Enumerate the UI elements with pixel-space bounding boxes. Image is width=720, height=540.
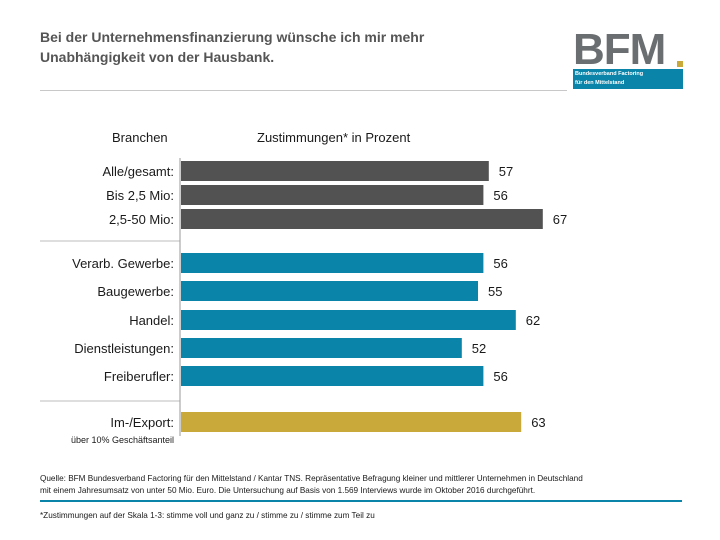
bar — [181, 366, 484, 386]
category-label: Freiberufler: — [104, 369, 174, 384]
category-sublabel: über 10% Geschäftsanteil — [71, 435, 174, 445]
source-text: Quelle: BFM Bundesverband Factoring für … — [40, 473, 583, 497]
header-branchen: Branchen — [112, 130, 168, 145]
value-label: 57 — [499, 164, 513, 179]
bar — [181, 310, 516, 330]
footnote: *Zustimmungen auf der Skala 1-3: stimme … — [40, 511, 375, 520]
value-label: 63 — [531, 415, 545, 430]
title-line-2: Unabhängigkeit von der Hausbank. — [40, 49, 275, 65]
value-label: 62 — [526, 313, 540, 328]
chart-title: Bei der Unternehmensfinanzierung wünsche… — [40, 27, 520, 67]
title-line-1: Bei der Unternehmensfinanzierung wünsche… — [40, 29, 425, 45]
value-label: 67 — [553, 212, 567, 227]
value-label: 52 — [472, 341, 486, 356]
bar — [181, 253, 484, 273]
category-label: Dienstleistungen: — [74, 341, 174, 356]
category-label: Verarb. Gewerbe: — [72, 256, 174, 271]
category-label: Im-/Export: — [110, 415, 174, 430]
value-label: 56 — [493, 369, 507, 384]
logo-wordmark: BFM — [573, 25, 666, 74]
value-label: 55 — [488, 284, 502, 299]
category-label: 2,5-50 Mio: — [109, 212, 174, 227]
footer-divider — [40, 500, 682, 502]
category-label: Handel: — [129, 313, 174, 328]
bar — [181, 338, 462, 358]
source-line-1: Quelle: BFM Bundesverband Factoring für … — [40, 474, 583, 483]
value-label: 56 — [493, 188, 507, 203]
bar — [181, 209, 543, 229]
category-label: Alle/gesamt: — [102, 164, 174, 179]
logo-line-1: Bundesverband Factoring — [575, 71, 644, 77]
logo-line-2: für den Mittelstand — [575, 80, 625, 86]
bar-chart: Alle/gesamt: 57 Bis 2,5 Mio: 56 2,5-50 Mio: 6… — [40, 158, 567, 445]
bar — [181, 185, 484, 205]
category-label: Baugewerbe: — [97, 284, 174, 299]
bar — [181, 281, 478, 301]
source-line-2: mit einem Jahresumsatz von unter 50 Mio.… — [40, 486, 536, 495]
bar — [181, 412, 522, 432]
header-divider — [40, 90, 567, 91]
value-label: 56 — [493, 256, 507, 271]
bar — [181, 161, 489, 181]
logo-band: Bundesverband Factoring für den Mittelst… — [573, 69, 683, 89]
category-label: Bis 2,5 Mio: — [106, 188, 174, 203]
logo-dot — [677, 61, 683, 67]
bfm-logo: BFM Bundesverband Factoring für den Mitt… — [573, 26, 683, 90]
header-zustimmungen: Zustimmungen* in Prozent — [257, 130, 411, 145]
